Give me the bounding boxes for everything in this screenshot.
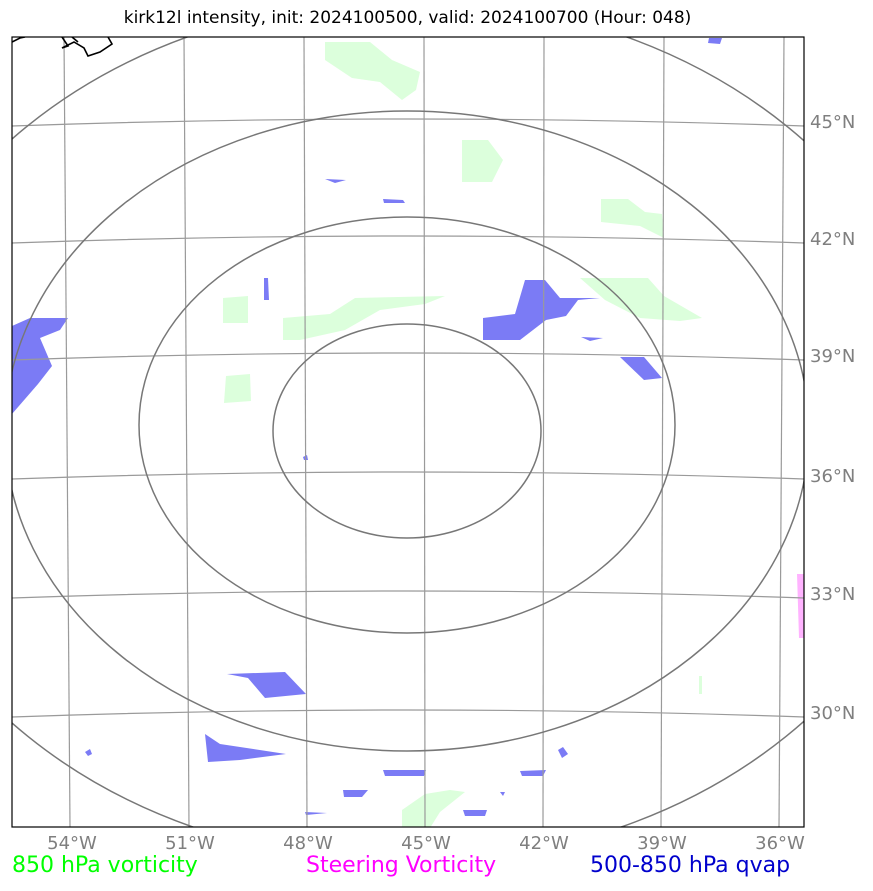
- qvap-region: [85, 749, 92, 756]
- legend-qvap: 500-850 hPa qvap: [590, 853, 791, 878]
- qvap-region: [383, 199, 405, 203]
- qvap-region: [483, 280, 600, 340]
- legend-vorticity-850: 850 hPa vorticity: [12, 853, 198, 878]
- vorticity-region: [325, 42, 420, 100]
- vorticity-region: [699, 676, 702, 694]
- vorticity-region: [462, 140, 503, 182]
- qvap-region: [463, 810, 487, 816]
- map-frame: [11, 36, 805, 828]
- distance-rings: [12, 37, 804, 827]
- vorticity-region: [601, 199, 664, 238]
- qvap-region: [708, 38, 722, 44]
- lat-label: 39°N: [810, 346, 856, 367]
- vorticity-region: [402, 790, 465, 827]
- ring-inner: [272, 323, 542, 539]
- lat-label: 36°N: [810, 466, 856, 487]
- ring-third: [12, 110, 804, 752]
- qvap-region: [581, 337, 603, 341]
- lat-lon-grid: [12, 37, 804, 827]
- qvap-region: [500, 792, 505, 796]
- coastline: [12, 37, 114, 57]
- ring-outer: [12, 37, 804, 827]
- qvap-region: [343, 790, 368, 797]
- vorticity-region: [283, 296, 445, 340]
- lon-label: 36°W: [755, 833, 805, 854]
- qvap-region: [620, 357, 662, 380]
- qvap-region: [383, 770, 426, 776]
- qvap-region: [325, 179, 346, 183]
- lon-label: 51°W: [165, 833, 215, 854]
- lon-label: 45°W: [401, 833, 451, 854]
- map-title: kirk12l intensity, init: 2024100500, val…: [123, 8, 692, 28]
- lon-label: 48°W: [283, 833, 333, 854]
- lon-label: 54°W: [47, 833, 97, 854]
- lon-label: 39°W: [637, 833, 687, 854]
- ring-second: [138, 216, 676, 634]
- qvap-region: [264, 278, 269, 300]
- legend-steering-vorticity: Steering Vorticity: [306, 853, 497, 878]
- vorticity-region: [580, 278, 702, 321]
- vorticity-region: [223, 296, 248, 323]
- qvap-region: [558, 747, 568, 758]
- qvap-region: [205, 734, 286, 762]
- lat-label: 45°N: [810, 112, 856, 133]
- qvap-region: [305, 812, 327, 815]
- lat-label: 42°N: [810, 229, 856, 250]
- steering-vorticity-regions: [797, 574, 804, 638]
- vorticity-region: [224, 374, 251, 403]
- qvap-region: [520, 770, 546, 776]
- qvap-region: [227, 672, 306, 698]
- qvap-region: [12, 318, 68, 414]
- lat-label: 30°N: [810, 703, 856, 724]
- vorticity-850-regions: [223, 42, 702, 827]
- steering-region: [797, 574, 804, 638]
- qvap-regions: [12, 38, 722, 816]
- lat-label: 33°N: [810, 584, 856, 605]
- lon-label: 42°W: [519, 833, 569, 854]
